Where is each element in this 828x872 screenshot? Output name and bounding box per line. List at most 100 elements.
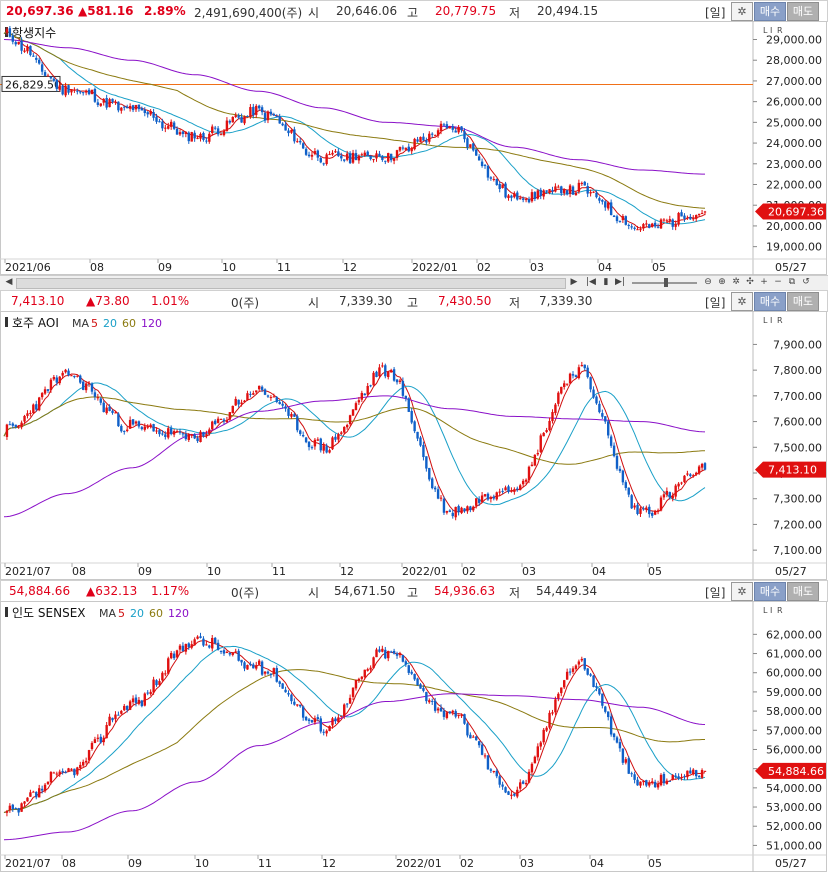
sell-button[interactable]: 매도 xyxy=(787,292,819,311)
candle-body xyxy=(563,189,566,194)
scroll-left-icon[interactable]: ◀ xyxy=(5,277,13,287)
candle-body xyxy=(466,723,469,736)
quote-change: ▲581.16 xyxy=(78,4,134,18)
candle-body xyxy=(475,498,478,506)
candle-body xyxy=(325,730,328,734)
x-tick-label: 2022/01 xyxy=(412,261,458,274)
candle-body xyxy=(117,101,120,111)
candle-body xyxy=(366,151,369,156)
settings-icon[interactable]: ✲ xyxy=(732,277,740,287)
candle-body xyxy=(639,508,642,514)
candle-body xyxy=(208,429,211,434)
candle-body xyxy=(645,223,648,225)
open-label: 시 xyxy=(308,6,320,20)
candle-body xyxy=(216,418,220,423)
candle-body xyxy=(513,793,516,796)
gear-icon[interactable]: ✲ xyxy=(731,2,753,21)
remove-icon[interactable]: − xyxy=(774,277,782,287)
x-tick-label: 03 xyxy=(530,261,544,274)
candle-body xyxy=(152,112,155,118)
candle-body xyxy=(11,423,14,426)
gear-icon[interactable]: ✲ xyxy=(731,582,753,601)
first-icon[interactable]: |◀ xyxy=(586,277,596,287)
candle-body xyxy=(510,794,513,796)
candle-body xyxy=(477,499,481,503)
buy-button[interactable]: 매수 xyxy=(754,2,786,21)
candle-body xyxy=(513,193,516,198)
candle-body xyxy=(278,402,281,405)
candle-body xyxy=(237,115,240,118)
chart-scrollbar[interactable]: ◀ ▶ |◀ ▮ ▶| ⊖ ⊕ ✲ ✣ + − ⧉ ↺ xyxy=(0,275,828,290)
candle-body xyxy=(583,658,586,670)
candle-body xyxy=(407,146,410,152)
high-label: 고 xyxy=(407,586,419,600)
gear-icon[interactable]: ✲ xyxy=(731,292,753,311)
candle-body xyxy=(401,380,405,396)
candle-body xyxy=(61,770,64,773)
zoom-handle[interactable] xyxy=(664,278,668,287)
y-tick-label: 7,100.00 xyxy=(773,544,822,557)
candle-body xyxy=(677,212,680,225)
candle-body xyxy=(340,715,343,717)
candle-body xyxy=(231,116,234,123)
period-label[interactable]: [일] xyxy=(705,296,726,310)
candle-body xyxy=(480,744,484,755)
scroll-thumb[interactable] xyxy=(16,278,566,289)
sell-button[interactable]: 매도 xyxy=(787,2,819,21)
date-label: 05/27 xyxy=(775,857,807,870)
candle-body xyxy=(228,412,232,420)
candle-body xyxy=(196,137,199,139)
candle-body xyxy=(322,163,325,165)
candle-body xyxy=(686,770,689,778)
candle-body xyxy=(149,110,152,115)
open-label: 시 xyxy=(308,586,320,600)
candle-body xyxy=(700,463,704,468)
candle-body xyxy=(533,192,537,199)
zoom-in-icon[interactable]: ⊕ xyxy=(718,277,726,287)
candle-body xyxy=(697,213,701,216)
candle-body xyxy=(642,224,645,229)
zoom-out-icon[interactable]: ⊖ xyxy=(704,277,712,287)
candle-body xyxy=(131,419,135,425)
candle-body xyxy=(554,699,557,713)
reset-icon[interactable]: ↺ xyxy=(802,277,810,287)
candle-body xyxy=(495,492,498,500)
candle-body xyxy=(81,92,85,94)
buy-button[interactable]: 매수 xyxy=(754,292,786,311)
candle-body xyxy=(636,504,639,515)
candle-body xyxy=(404,661,408,665)
last-icon[interactable]: ▶| xyxy=(615,277,625,287)
chart-title: 호주 AOI xyxy=(12,316,59,330)
candle-body xyxy=(527,466,531,481)
candle-body xyxy=(328,725,331,731)
sell-button[interactable]: 매도 xyxy=(787,582,819,601)
x-tick-label: 05 xyxy=(652,261,666,274)
candle-body xyxy=(571,186,575,195)
candle-body xyxy=(149,691,152,695)
candle-body xyxy=(243,400,246,403)
buy-button[interactable]: 매수 xyxy=(754,582,786,601)
candle-body xyxy=(243,116,246,124)
add-icon[interactable]: + xyxy=(760,277,768,287)
candle-body xyxy=(521,480,525,485)
candle-body xyxy=(568,373,572,384)
ma120-line xyxy=(3,693,706,841)
candle-body xyxy=(545,727,548,731)
candle-body xyxy=(187,434,190,440)
candle-body xyxy=(175,128,179,135)
ma-legend-120: 120 xyxy=(141,317,162,330)
move-icon[interactable]: ✣ xyxy=(746,277,754,287)
candle-body xyxy=(416,139,419,142)
candle-body xyxy=(372,657,375,669)
period-label[interactable]: [일] xyxy=(705,586,726,600)
bar-icon[interactable]: ▮ xyxy=(603,277,609,287)
x-tick-label: 04 xyxy=(590,857,604,870)
window-icon[interactable]: ⧉ xyxy=(788,277,796,287)
scroll-right-icon[interactable]: ▶ xyxy=(570,277,578,287)
candle-body xyxy=(442,710,446,717)
candle-body xyxy=(454,130,457,133)
period-label[interactable]: [일] xyxy=(705,6,726,20)
y-tick-label: 7,600.00 xyxy=(773,416,822,429)
candle-body xyxy=(592,191,595,193)
candle-body xyxy=(580,365,584,367)
